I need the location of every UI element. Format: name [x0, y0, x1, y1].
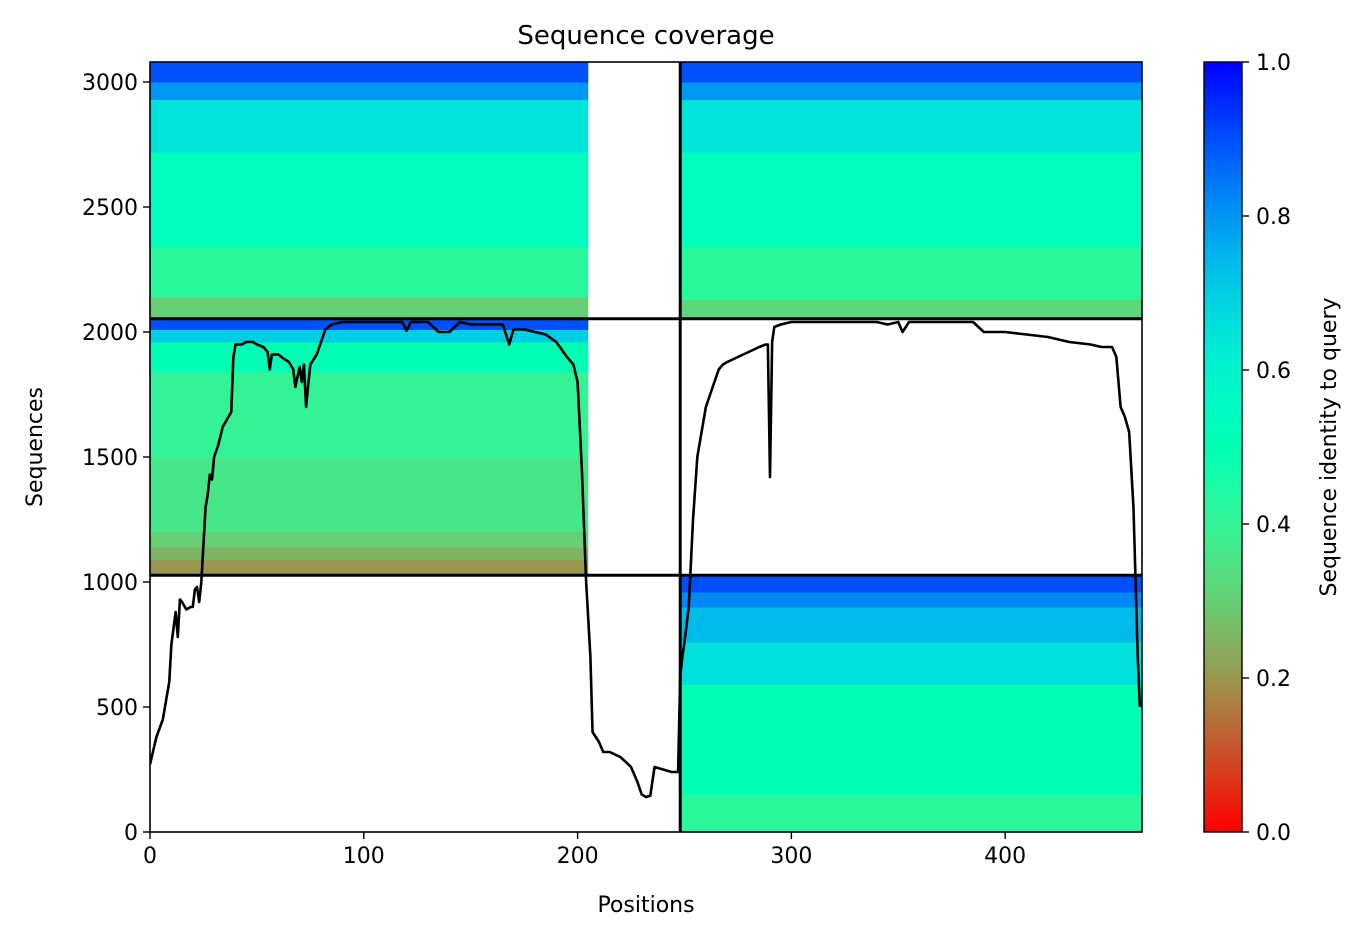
identity-band-4-1 [680, 794, 1142, 832]
identity-band-4-3 [680, 642, 1142, 685]
y-tick-label: 1000 [82, 571, 138, 596]
identity-band-2-3 [680, 152, 1142, 248]
colorbar-label: Sequence identity to query [1317, 297, 1342, 596]
identity-band-2-4 [680, 99, 1142, 153]
y-tick-label: 2500 [82, 196, 138, 221]
identity-band-2-5 [680, 82, 1142, 100]
chart-title: Sequence coverage [517, 21, 774, 51]
colorbar-tick-label: 0.8 [1256, 205, 1291, 230]
identity-band-3-5 [150, 372, 589, 458]
colorbar-tick-label: 0.4 [1256, 513, 1291, 538]
identity-band-3-8 [150, 318, 589, 330]
colorbar-tick-label: 1.0 [1256, 51, 1291, 76]
x-tick-label: 400 [984, 844, 1026, 869]
identity-band-4-2 [680, 684, 1142, 795]
colorbar-tick-label: 0.6 [1256, 359, 1291, 384]
identity-band-1-4 [150, 99, 589, 153]
identity-band-3-1 [150, 559, 589, 576]
identity-band-1-1 [150, 297, 589, 320]
coverage-heatmap [150, 62, 1142, 832]
heatmap-block-1 [150, 62, 589, 320]
identity-band-3-2 [150, 547, 589, 560]
colorbar-tick-label: 0.0 [1256, 821, 1291, 846]
y-tick-label: 0 [124, 821, 138, 846]
y-tick-label: 3000 [82, 71, 138, 96]
y-tick-label: 500 [96, 696, 138, 721]
y-tick-label: 2000 [82, 321, 138, 346]
identity-band-1-3 [150, 152, 589, 248]
x-axis-label: Positions [597, 893, 694, 918]
identity-band-4-4 [680, 607, 1142, 643]
x-axis-ticks: 0 100 200 300 400 [143, 832, 1026, 869]
identity-band-3-7 [150, 329, 589, 343]
identity-band-1-5 [150, 82, 589, 100]
heatmap-block-3 [150, 318, 589, 576]
identity-band-2-6 [680, 62, 1142, 83]
identity-band-2-2 [680, 247, 1142, 300]
identity-band-3-4 [150, 457, 589, 533]
identity-band-1-2 [150, 247, 589, 298]
identity-band-4-5 [680, 592, 1142, 608]
x-tick-label: 200 [557, 844, 599, 869]
x-tick-label: 300 [770, 844, 812, 869]
identity-band-2-1 [680, 299, 1142, 320]
coverage-line-layer [150, 320, 1142, 799]
colorbar-tick-label: 0.2 [1256, 667, 1291, 692]
identity-band-4-6 [680, 575, 1142, 593]
heatmap-block-2 [680, 62, 1142, 320]
y-axis-ticks: 0 500 1000 1500 2000 2500 3000 [82, 71, 150, 846]
identity-band-3-3 [150, 532, 589, 548]
x-tick-label: 0 [143, 844, 157, 869]
identity-band-1-6 [150, 62, 589, 83]
heatmap-block-4 [680, 575, 1142, 832]
y-axis-label: Sequences [23, 387, 48, 507]
colorbar [1203, 61, 1243, 833]
y-tick-label: 1500 [82, 446, 138, 471]
colorbar-ticks: 0.0 0.2 0.4 0.6 0.8 1.0 [1242, 51, 1291, 846]
x-tick-label: 100 [343, 844, 385, 869]
identity-band-3-6 [150, 342, 589, 373]
coverage-line [150, 320, 1142, 799]
plot-frame [149, 61, 1143, 833]
